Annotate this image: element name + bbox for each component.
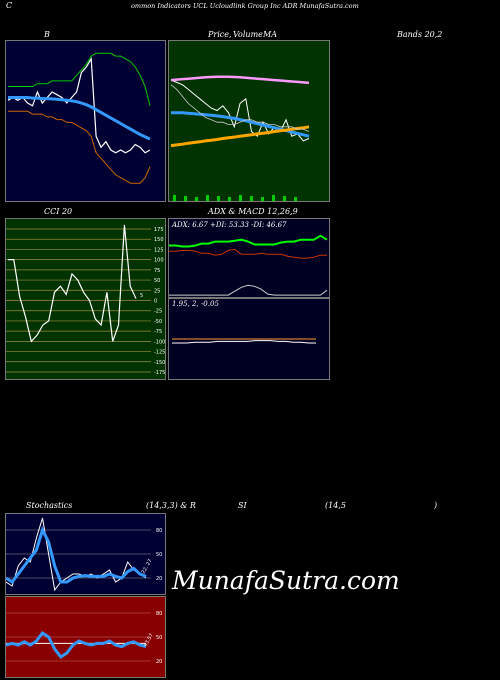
watermark: MunafaSutra.com: [172, 566, 400, 595]
cci-tick-label: 175: [154, 227, 164, 233]
stochastics-label: Stochastics: [26, 501, 73, 510]
adx-chart: [169, 219, 329, 297]
macd-values-text: 1.95, 2, -0.05: [172, 300, 219, 308]
cci-tick-label: 50: [154, 278, 160, 284]
price-ma-series-0: [170, 79, 310, 142]
cci-tick-label: -75: [154, 329, 162, 335]
rsi-tick-label: 50: [156, 635, 162, 641]
price-label: Price,: [208, 30, 232, 39]
adx-values-text: ADX: 6.67 +DI: 53.33 -DI: 46.67: [172, 221, 287, 229]
macd-chart: [169, 299, 329, 379]
cci-tick-label: 75: [154, 268, 160, 274]
cci-tick-label: -50: [154, 319, 162, 325]
adx-series-1: [169, 248, 327, 259]
adx-panel: ADX: 6.67 +DI: 53.33 -DI: 46.67: [168, 218, 330, 298]
volume-bar: [294, 197, 297, 201]
stochastics-panel: 80 50 20 22, 27: [5, 513, 166, 595]
cci-background: [6, 219, 165, 379]
header-title: ommon Indicators UCL Ucloudlink Group In…: [131, 2, 359, 10]
macd-panel: 1.95, 2, -0.05: [168, 298, 330, 380]
cci-end-label: 5: [140, 293, 143, 299]
stoch-tick-label: 50: [156, 552, 162, 558]
macd-series-0: [172, 340, 316, 344]
stoch-params-label: (14,3,3) & R: [146, 501, 196, 510]
volume-bar: [228, 197, 231, 201]
cci-tick-label: -25: [154, 309, 162, 315]
header-c: C: [6, 1, 13, 10]
stoch-tick-label: 80: [156, 528, 162, 534]
stoch-tick-label: 20: [156, 576, 162, 582]
volume-bar: [272, 195, 275, 201]
volume-bar: [283, 196, 286, 201]
cci-tick-label: 125: [154, 247, 164, 253]
rsi-tick-label: 80: [156, 611, 162, 617]
volume-bar: [261, 197, 264, 201]
rsi-series-1: [6, 630, 147, 660]
adx-series-2: [169, 284, 328, 296]
price-ma-chart: [169, 41, 329, 201]
volume-bar: [217, 196, 220, 201]
si-label: SI: [238, 501, 247, 510]
ma-label: MA: [263, 30, 277, 39]
cci-tick-label: -100: [154, 339, 165, 345]
volume-bar: [173, 195, 176, 201]
cci-tick-label: -125: [154, 350, 165, 356]
bollinger-series-2: [8, 52, 151, 106]
cci-label: CCI 20: [44, 207, 73, 216]
volume-bar: [206, 195, 209, 201]
bands-b-label: B: [44, 30, 50, 39]
cci-panel: 175 150 125 100 75 50 25 0 -25 -50 -75 -100 -125 -150…: [5, 218, 166, 380]
cci-chart: 175 150 125 100 75 50 25 0 -25 -50 -75 -100 -125 -150…: [6, 219, 165, 379]
close-paren-label: ): [434, 501, 438, 510]
bollinger-series-3: [8, 110, 151, 184]
cci-tick-label: 100: [154, 258, 164, 264]
cci-tick-label: 0: [154, 299, 157, 305]
cci-tick-label: 150: [154, 237, 164, 243]
bollinger-series-1: [8, 96, 151, 141]
price-ma-series-4: [170, 84, 310, 132]
cci-tick-label: 25: [154, 288, 160, 294]
bollinger-chart: [6, 41, 165, 201]
bands-label: Bands 20,2: [397, 30, 443, 39]
adx-macd-label: ADX & MACD 12,26,9: [208, 207, 298, 216]
bollinger-panel: [5, 40, 166, 202]
rsi-tick-label: 20: [156, 659, 162, 665]
price-ma-panel: [168, 40, 330, 202]
volume-bar: [184, 196, 187, 201]
price-ma-series-2: [170, 125, 310, 148]
volume-label: Volume: [233, 30, 263, 39]
price-ma-series-3: [170, 75, 310, 85]
cci-line: [8, 224, 137, 343]
volume-bar: [250, 196, 253, 201]
stoch-series-1: [6, 526, 147, 585]
rsi-panel: 80 50 20 43.57: [5, 596, 166, 678]
volume-bar: [239, 195, 242, 201]
bollinger-series-0: [7, 56, 151, 154]
cci-tick-label: -175: [154, 370, 165, 376]
volume-bar: [195, 197, 198, 201]
cci-tick-label: -150: [154, 360, 165, 366]
rsi-params-label: (14,5: [325, 501, 346, 510]
adx-series-0: [169, 234, 328, 248]
